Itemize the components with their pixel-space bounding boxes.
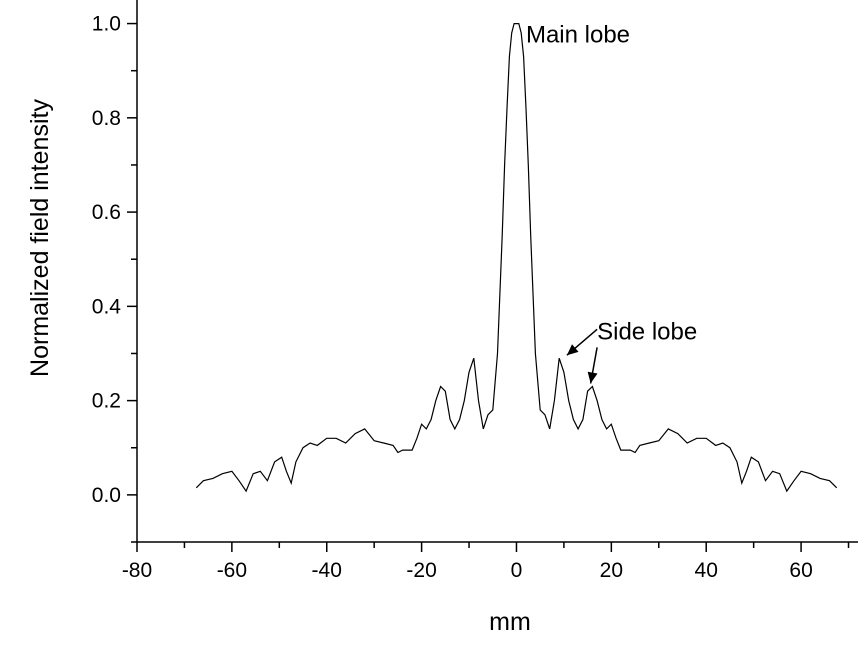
side-lobe-label: Side lobe	[597, 318, 697, 345]
series-line	[195, 23, 838, 493]
y-axis-title: Normalized field intensity	[26, 99, 54, 377]
y-tick-label: 0.4	[92, 295, 122, 318]
x-tick-label: -60	[217, 559, 247, 582]
x-tick-label: 60	[789, 559, 812, 582]
y-tick-label: 0.0	[92, 484, 121, 507]
annotations: Main lobe Side lobe	[526, 21, 697, 384]
side-lobe-arrowhead	[566, 344, 579, 356]
y-tick-label: 0.6	[92, 201, 121, 224]
x-tick-label: -80	[122, 559, 152, 582]
y-tick-label: 0.2	[92, 390, 121, 413]
x-tick-label: 40	[695, 559, 718, 582]
y-tick-label: 0.8	[92, 107, 121, 130]
axes	[136, 0, 858, 543]
main-lobe-label: Main lobe	[526, 21, 630, 48]
x-tick-label: -20	[406, 559, 436, 582]
y-tick-label: 1.0	[92, 13, 121, 36]
x-tick-label: -40	[312, 559, 342, 582]
x-tick-label: 20	[600, 559, 623, 582]
tick-labels: -80 -60 -40 -20 0 20 40 60 0.0 0.2 0.4 0.6 0.8 1.0	[92, 13, 813, 582]
x-axis-title: mm	[489, 608, 531, 636]
x-tick-label: 0	[511, 559, 523, 582]
tick-marks	[127, 22, 850, 552]
side-lobe-arrowhead	[587, 371, 598, 384]
